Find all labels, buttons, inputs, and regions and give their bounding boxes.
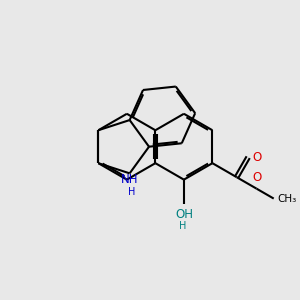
- Text: H: H: [178, 221, 186, 232]
- Text: NH: NH: [121, 173, 138, 186]
- Text: O: O: [252, 171, 261, 184]
- Text: OH: OH: [175, 208, 193, 220]
- Text: H: H: [128, 187, 135, 197]
- Text: CH₃: CH₃: [277, 194, 296, 204]
- Text: O: O: [252, 151, 261, 164]
